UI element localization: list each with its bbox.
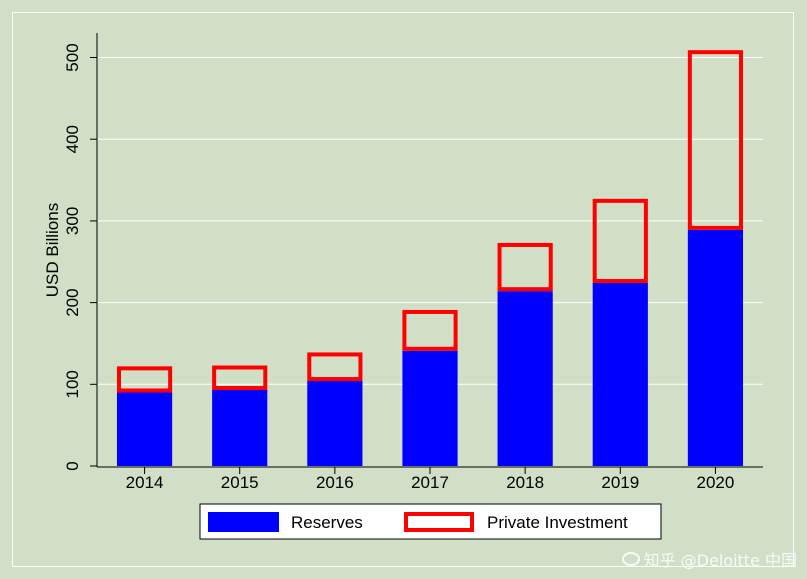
y-tick-label: 100: [63, 370, 82, 398]
bar-reserves: [497, 291, 553, 466]
x-tick-label: 2018: [506, 473, 544, 492]
bar-private-investment: [497, 242, 553, 292]
bar-private-investment: [116, 366, 173, 393]
legend-label-private-investment: Private Investment: [487, 513, 628, 532]
bar-private-investment: [402, 309, 458, 351]
bar-private-investment: [592, 198, 648, 283]
x-tick-label: 2016: [316, 473, 354, 492]
x-tick-label: 2015: [221, 473, 259, 492]
watermark: 知乎 @Deloitte 中国: [621, 547, 797, 571]
bar-reserves: [402, 350, 458, 466]
y-tick-label: 400: [63, 125, 82, 153]
y-axis-title: USD Billions: [43, 203, 62, 297]
legend-swatch-reserves: [208, 512, 279, 532]
legend: Reserves Private Investment: [199, 503, 662, 540]
bar-reserves: [687, 229, 744, 466]
weibo-icon: [621, 552, 640, 566]
y-tick-label: 0: [63, 461, 82, 470]
bar-private-investment: [687, 50, 744, 230]
x-ticks: 2014 2015 2016 2017 2018 2019 2020: [126, 467, 735, 492]
x-tick-label: 2014: [126, 473, 164, 492]
x-tick-label: 2020: [697, 473, 735, 492]
bar-reserves: [307, 381, 363, 466]
y-tick-label: 200: [63, 288, 82, 316]
gridlines: [97, 57, 763, 385]
x-tick-label: 2019: [601, 473, 639, 492]
y-tick-label: 500: [63, 43, 82, 71]
legend-label-reserves: Reserves: [291, 513, 363, 532]
bar-reserves: [116, 392, 173, 466]
bars: [116, 50, 744, 466]
bar-reserves: [212, 390, 268, 466]
bar-private-investment: [212, 365, 268, 391]
chart-frame: [12, 12, 794, 567]
legend-swatch-private-investment: [404, 512, 474, 532]
y-ticks: 0 100 200 300 400 500: [63, 43, 97, 471]
bar-private-investment: [307, 352, 363, 382]
x-tick-label: 2017: [411, 473, 449, 492]
watermark-text: 知乎 @Deloitte 中国: [643, 551, 797, 570]
bar-reserves: [592, 282, 648, 466]
y-tick-label: 300: [63, 207, 82, 235]
